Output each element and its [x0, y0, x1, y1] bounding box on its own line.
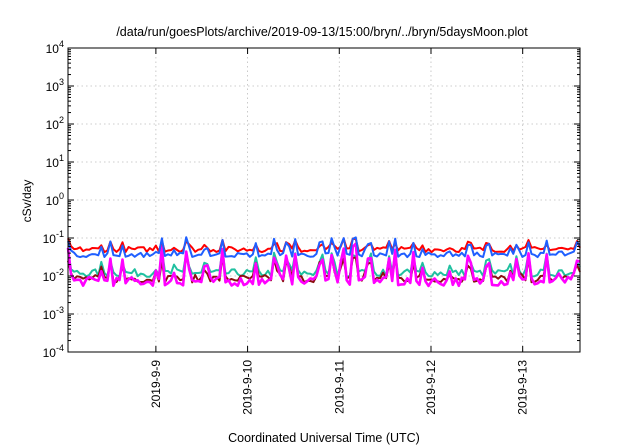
y-tick-label: 104 [46, 39, 64, 56]
x-axis-label: Coordinated Universal Time (UTC) [228, 431, 420, 445]
y-tick-label: 102 [46, 115, 64, 132]
series-group [66, 236, 581, 288]
y-axis-label: cSv/day [20, 180, 34, 223]
x-axis: 2019-9-9 2019-9-10 2019-9-11 2019-9-12 2019-… [149, 48, 530, 415]
y-tick-label: 103 [46, 77, 64, 94]
y-tick-label: 10-3 [43, 305, 64, 322]
x-tick-label: 2019-9-10 [241, 360, 255, 415]
y-tick-label: 10-2 [43, 267, 64, 284]
chart-title: /data/run/goesPlots/archive/2019-09-13/1… [116, 25, 528, 39]
series-line [66, 242, 581, 288]
x-tick-label: 2019-9-9 [149, 360, 163, 408]
x-tick-label: 2019-9-12 [424, 360, 438, 415]
y-tick-label: 101 [46, 153, 64, 170]
x-tick-label: 2019-9-13 [516, 360, 530, 415]
y-tick-label: 100 [46, 191, 64, 208]
y-tick-label: 10-4 [43, 343, 64, 360]
x-tick-label: 2019-9-11 [332, 360, 346, 414]
y-axis: 10-4 10-3 10-2 10-1 100 101 102 103 104 [43, 39, 580, 360]
series-line [67, 236, 581, 259]
y-tick-label: 10-1 [43, 229, 64, 246]
grid [68, 48, 580, 352]
